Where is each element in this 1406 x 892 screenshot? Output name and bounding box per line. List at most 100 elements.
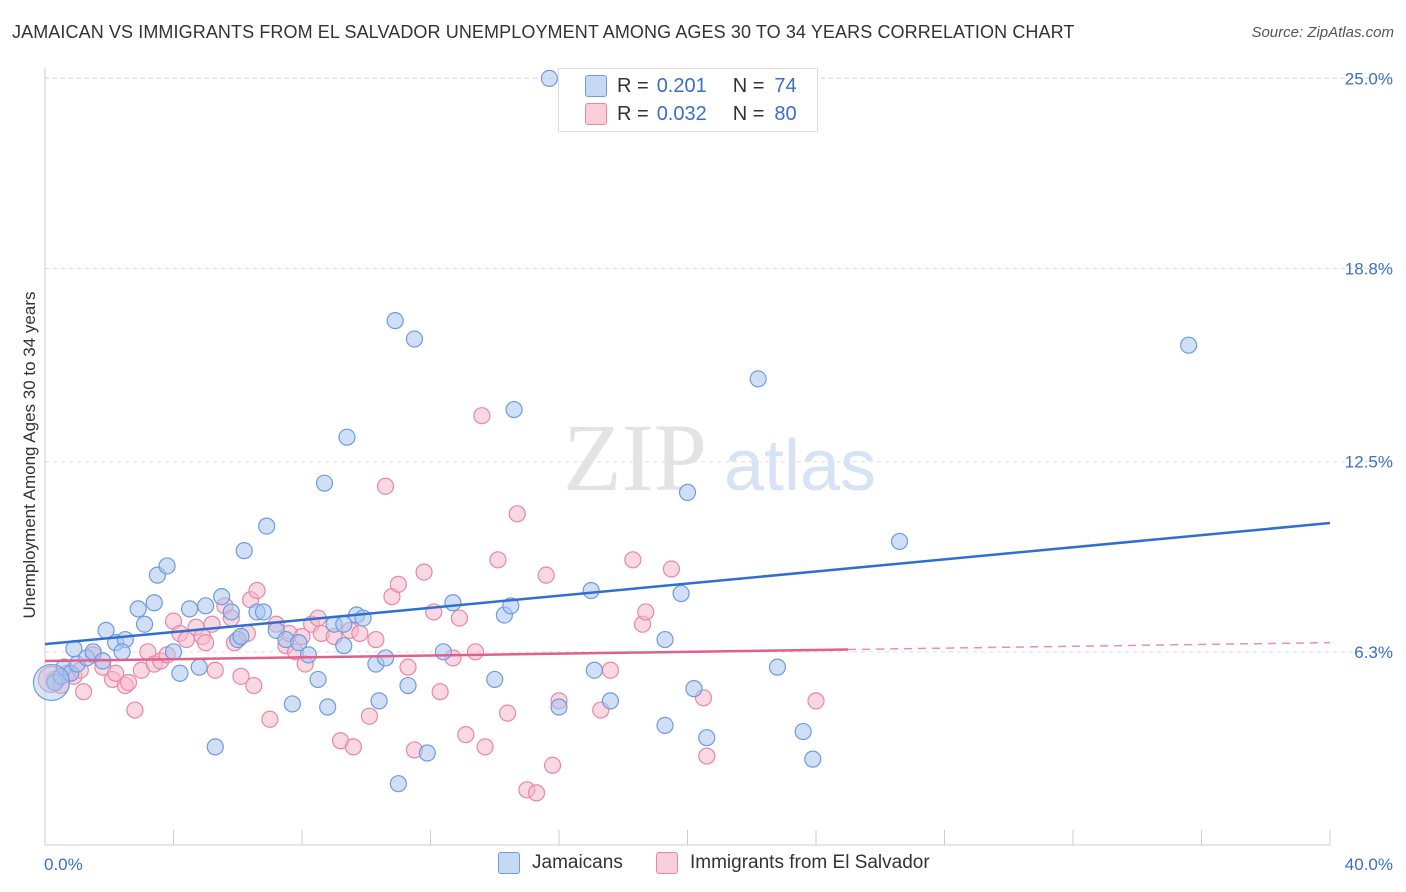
legend-item-jamaicans: Jamaicans	[498, 852, 623, 874]
trend-line-el-salvador	[44, 648, 849, 663]
jamaican-point	[890, 532, 909, 551]
legend-n-label: N =	[732, 102, 765, 125]
legend-item-el-salvador: Immigrants from El Salvador	[656, 852, 930, 874]
jamaican-point	[794, 722, 812, 741]
el-salvador-point	[508, 505, 526, 523]
el-salvador-point	[807, 692, 825, 710]
jamaican-point	[1180, 336, 1198, 354]
jamaican-point	[418, 744, 436, 762]
el-salvador-point	[197, 634, 215, 652]
legend-r-value: 0.032	[656, 102, 707, 125]
jamaican-point	[335, 637, 353, 655]
legend-swatch-blue	[498, 852, 520, 874]
el-salvador-point	[74, 683, 93, 701]
el-salvador-point	[126, 701, 144, 719]
jamaican-point	[158, 557, 176, 575]
legend-swatch-pink	[656, 852, 678, 874]
jamaican-point	[235, 542, 253, 560]
legend-n-value: 80	[774, 102, 797, 125]
jamaican-point	[222, 603, 240, 621]
jamaican-point	[768, 658, 787, 676]
jamaican-point	[749, 370, 767, 388]
jamaican-point	[389, 775, 407, 793]
jamaican-point	[338, 428, 356, 446]
y-tick-label: 12.5%	[1345, 453, 1393, 472]
jamaican-point	[135, 615, 154, 633]
el-salvador-point	[499, 704, 517, 722]
jamaican-point	[672, 584, 690, 603]
y-tick-label: 25.0%	[1345, 69, 1393, 88]
jamaican-point	[386, 312, 404, 330]
el-salvador-point	[466, 643, 485, 661]
jamaican-point	[698, 729, 716, 747]
watermark: ZIP atlas	[563, 404, 876, 511]
jamaican-point	[434, 643, 452, 661]
jamaican-point	[804, 750, 822, 768]
jamaican-point	[656, 630, 674, 649]
trend-line-jamaicans	[44, 521, 1331, 646]
el-salvador-point	[537, 566, 555, 584]
jamaican-point	[505, 400, 523, 419]
legend-label: Jamaicans	[532, 852, 623, 873]
el-salvador-point	[698, 747, 716, 765]
legend-swatch-pink	[585, 103, 607, 125]
el-salvador-point	[662, 560, 681, 578]
legend-n-label: N =	[732, 74, 765, 97]
el-salvador-point	[367, 630, 385, 649]
el-salvador-point	[360, 707, 379, 725]
y-tick-label: 18.8%	[1345, 260, 1393, 279]
y-tick-label: 6.3%	[1354, 643, 1393, 662]
jamaican-point	[113, 643, 131, 661]
el-salvador-point	[248, 581, 266, 600]
jamaican-point	[585, 661, 603, 679]
jamaican-point	[129, 600, 147, 618]
legend-row-el-salvador: R = 0.032 N = 80	[585, 102, 797, 126]
jamaican-point	[376, 649, 395, 667]
gridlines	[45, 77, 1392, 653]
legend-stats: R = 0.201 N = 74 R = 0.032 N = 80	[558, 68, 818, 132]
x-tick-label: 0.0%	[44, 855, 83, 874]
jamaican-point	[405, 330, 424, 348]
jamaican-point	[232, 627, 250, 646]
el-salvador-point	[232, 667, 250, 685]
jamaican-point	[685, 680, 703, 698]
jamaican-point	[319, 698, 337, 716]
el-salvador-point	[457, 726, 475, 744]
trend-line-el-salvador-extrapolated	[848, 641, 1331, 651]
jamaican-point	[540, 69, 558, 87]
watermark-atlas: atlas	[724, 426, 876, 506]
jamaican-point	[145, 594, 163, 612]
axes	[44, 68, 1331, 846]
jamaican-point	[486, 670, 504, 689]
el-salvador-point	[206, 661, 224, 679]
el-salvador-point	[543, 756, 562, 774]
el-salvador-point	[637, 603, 655, 621]
jamaican-point	[171, 664, 189, 682]
jamaican-point	[197, 597, 215, 615]
jamaican-point	[444, 594, 462, 612]
jamaican-point	[315, 474, 334, 492]
legend-label: Immigrants from El Salvador	[690, 852, 930, 873]
el-salvador-point	[489, 551, 507, 569]
legend-n-value: 74	[774, 74, 797, 97]
legend-series: Jamaicans Immigrants from El Salvador	[0, 852, 1406, 878]
el-salvador-point	[415, 563, 433, 581]
el-salvador-point	[476, 738, 494, 756]
legend-r-label: R =	[617, 74, 649, 97]
jamaican-point	[299, 646, 318, 664]
jamaican-point	[258, 517, 276, 535]
el-salvador-point	[389, 575, 407, 593]
el-salvador-point	[399, 658, 417, 676]
el-salvador-point	[344, 738, 362, 756]
el-salvador-point	[473, 407, 491, 425]
el-salvador-point	[261, 710, 279, 728]
el-salvador-point	[450, 609, 469, 627]
jamaican-point	[254, 603, 273, 621]
jamaican-point	[180, 600, 199, 618]
jamaican-point	[213, 588, 231, 606]
el-salvador-point	[107, 664, 125, 682]
jamaican-point	[582, 581, 600, 600]
legend-swatch-blue	[585, 75, 607, 97]
jamaican-point	[678, 483, 697, 501]
